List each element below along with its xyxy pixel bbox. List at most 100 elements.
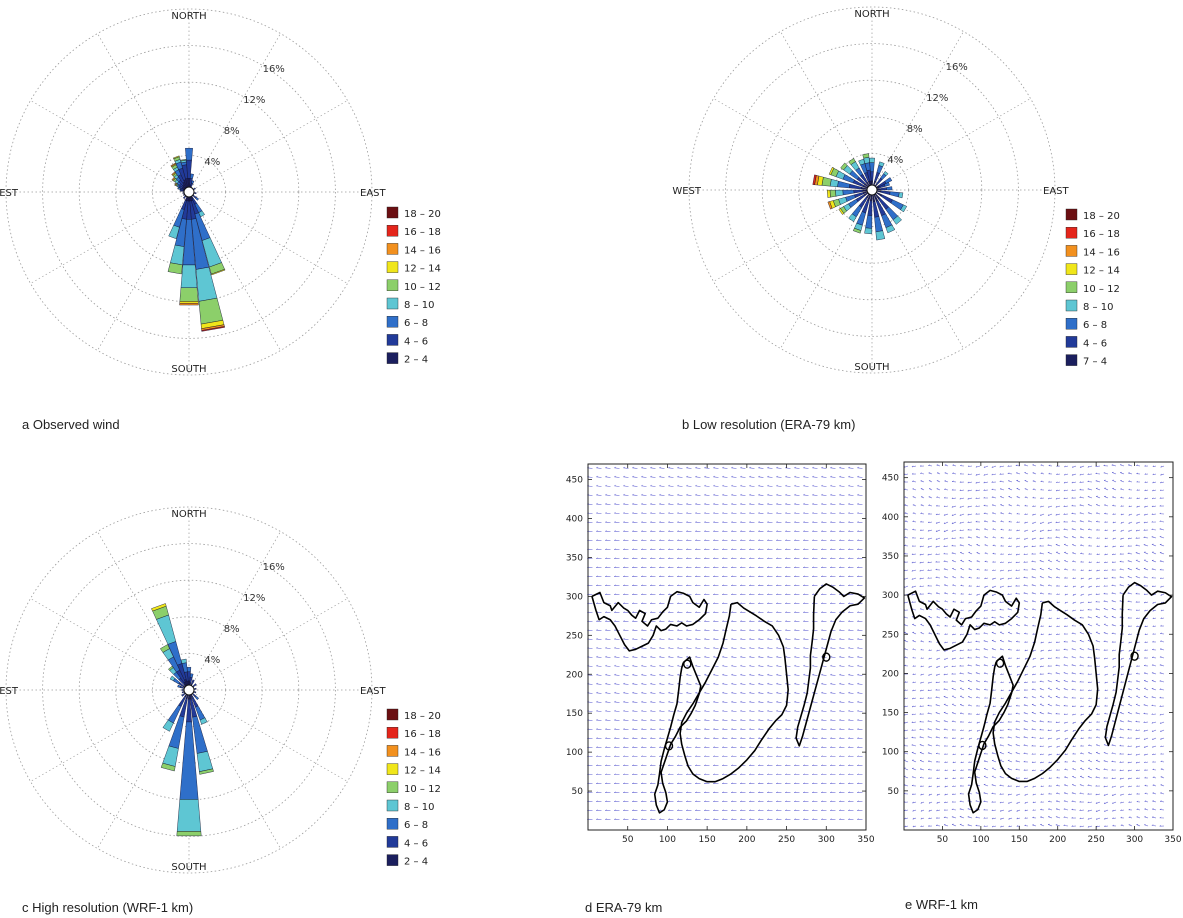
wind-arrowhead: [632, 638, 634, 640]
wind-arrowhead: [695, 638, 697, 640]
wind-arrow: [1111, 585, 1117, 587]
wind-arrowhead: [1040, 514, 1042, 516]
wind-arrow: [991, 473, 997, 476]
wind-arrowhead: [857, 493, 859, 496]
wind-arrowhead: [1064, 625, 1066, 627]
wind-arrow: [951, 513, 957, 517]
wind-arrowhead: [1080, 601, 1082, 604]
wind-arrow: [991, 504, 997, 507]
wind-arrow: [803, 476, 809, 478]
wind-arrow: [1047, 513, 1053, 516]
wind-arrowhead: [713, 682, 715, 685]
wind-arrowhead: [1080, 577, 1083, 580]
wind-arrowhead: [758, 691, 760, 694]
wind-arrowhead: [623, 512, 625, 514]
wind-arrowhead: [722, 728, 724, 730]
wind-arrow: [1079, 648, 1085, 651]
wind-arrow: [776, 710, 782, 712]
wind-arrowhead: [928, 666, 930, 668]
wind-arrowhead: [713, 593, 715, 595]
legend-label: 4 – 6: [404, 336, 428, 347]
wind-arrowhead: [677, 602, 679, 604]
wind-arrowhead: [857, 700, 859, 703]
rose-petal-segment: [156, 614, 177, 645]
wind-arrow: [1128, 529, 1133, 532]
wind-arrowhead: [1103, 657, 1106, 660]
wind-arrow: [903, 577, 909, 580]
legend-swatch: [386, 206, 399, 219]
wind-arrow: [659, 701, 665, 703]
wind-arrow: [695, 467, 701, 469]
legend-swatch: [386, 854, 399, 866]
wind-arrowhead: [767, 647, 769, 649]
wind-arrowhead: [668, 773, 670, 775]
wind-arrowhead: [758, 773, 760, 775]
wind-arrowhead: [1080, 585, 1082, 588]
wind-arrowhead: [614, 493, 616, 496]
wind-arrowhead: [983, 520, 986, 522]
wind-arrow: [951, 703, 957, 707]
wind-arrowhead: [659, 602, 661, 604]
wind-arrowhead: [992, 569, 994, 571]
coastline: [653, 656, 702, 814]
wind-arrowhead: [677, 512, 679, 514]
wind-arrowhead: [722, 719, 724, 721]
coastline: [591, 590, 708, 652]
wind-arrowhead: [722, 629, 724, 631]
wind-arrowhead: [614, 809, 616, 811]
wind-arrowhead: [767, 719, 769, 721]
wind-arrowhead: [767, 466, 769, 469]
wind-arrowhead: [1128, 633, 1130, 635]
wind-arrow: [1000, 689, 1005, 692]
wind-arrowhead: [992, 552, 995, 554]
wind-arrowhead: [776, 484, 778, 487]
wind-arrow: [1032, 513, 1037, 516]
wind-arrowhead: [740, 746, 742, 748]
wind-arrowhead: [1079, 528, 1082, 530]
label-east: EAST: [360, 686, 387, 697]
wind-arrowhead: [1136, 617, 1138, 619]
wind-arrowhead: [911, 553, 914, 555]
wind-arrow: [1008, 488, 1013, 491]
wind-arrowhead: [596, 664, 598, 667]
wind-arrow: [1071, 640, 1077, 643]
wind-arrowhead: [1120, 530, 1122, 532]
wind-arrowhead: [794, 809, 796, 811]
wind-arrowhead: [767, 620, 769, 622]
legend-label: 6 – 8: [404, 318, 428, 329]
wind-arrow: [830, 494, 836, 496]
wind-arrow: [912, 632, 917, 635]
wind-arrow: [839, 701, 845, 703]
wind-arrow: [605, 683, 611, 685]
wind-arrow: [1024, 681, 1029, 684]
wind-arrow: [1143, 559, 1149, 563]
wind-arrowhead: [1160, 624, 1162, 627]
wind-arrow: [936, 673, 941, 676]
wind-arrowhead: [1071, 528, 1074, 530]
wind-arrowhead: [1159, 664, 1162, 666]
wind-arrowhead: [1111, 464, 1114, 466]
wind-arrow: [1047, 544, 1053, 547]
wind-arrowhead: [1144, 649, 1146, 651]
rose-petal-segment: [195, 197, 200, 201]
wind-arrowhead: [1087, 520, 1090, 522]
wind-arrowhead: [1160, 473, 1162, 476]
wind-arrow: [1055, 704, 1061, 707]
wind-arrowhead: [857, 673, 859, 676]
wind-arrowhead: [722, 755, 724, 757]
wind-arrowhead: [749, 638, 751, 640]
wind-arrowhead: [614, 593, 616, 595]
wind-arrowhead: [1080, 705, 1082, 708]
rose-spoke: [188, 598, 348, 691]
wind-arrow: [1039, 584, 1045, 587]
wind-arrow: [927, 600, 933, 603]
wind-arrow: [1143, 521, 1149, 524]
wind-arrowhead: [785, 629, 787, 631]
wind-arrowhead: [596, 602, 598, 604]
wind-arrow: [968, 601, 973, 604]
wind-arrowhead: [632, 548, 634, 550]
label-west: WEST: [0, 188, 19, 199]
wind-arrowhead: [605, 566, 607, 568]
wind-arrowhead: [1143, 664, 1146, 666]
wind-arrowhead: [1079, 481, 1082, 483]
